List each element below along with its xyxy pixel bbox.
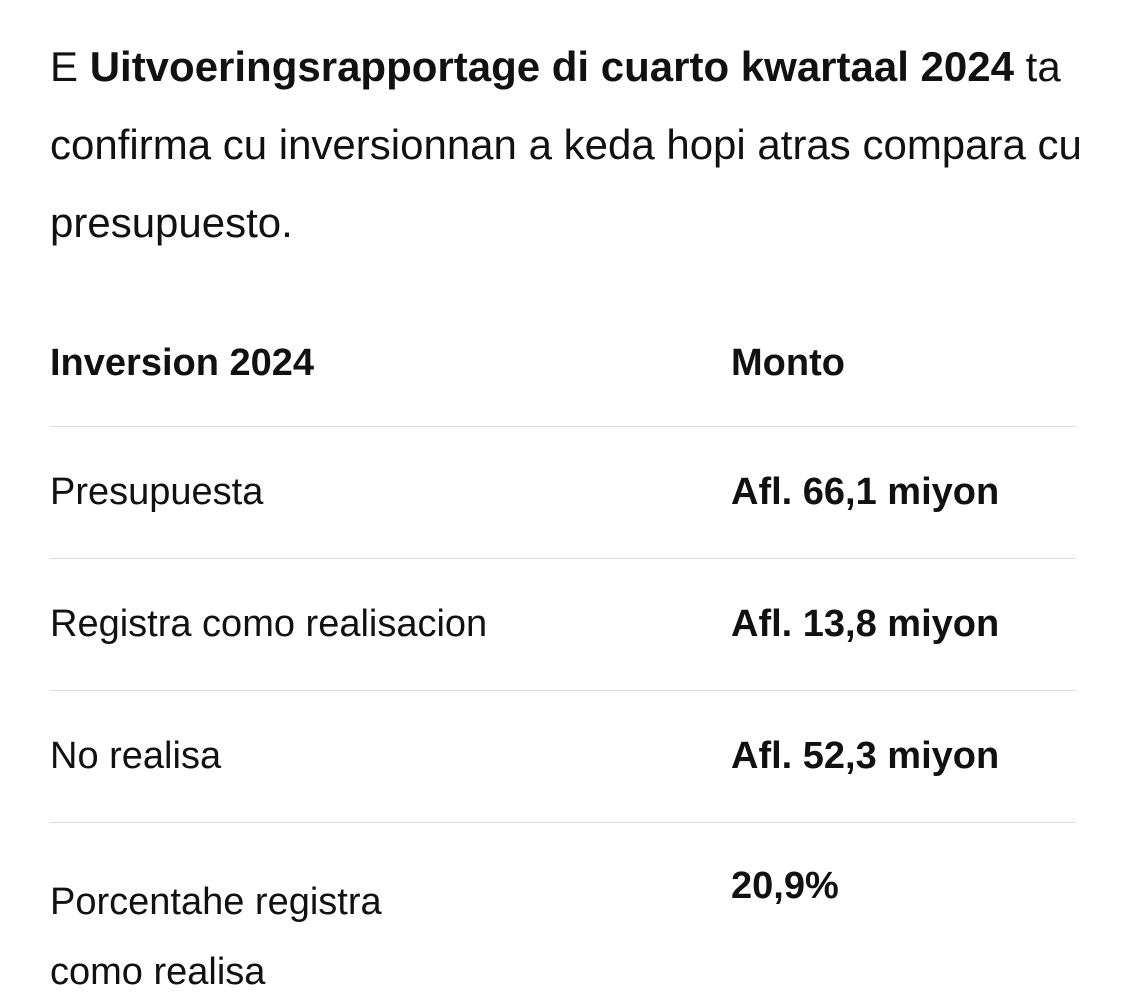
value-cell: Afl. 52,3 miyon [731, 691, 1076, 823]
value-cell: Afl. 66,1 miyon [731, 427, 1076, 559]
header-row: Inversion 2024 Monto [50, 300, 1076, 427]
row: No realisa Afl. 52,3 miyon [50, 691, 1076, 823]
header-cell: Inversion 2024 [50, 300, 731, 427]
label-cell: Registra como realisacion [50, 559, 731, 691]
summary-paragraph: E Uitvoeringsrapportage di cuarto kwarta… [50, 28, 1090, 262]
label-text: Porcentahe registra como realisa [50, 867, 470, 1007]
row: Presupuesta Afl. 66,1 miyon [50, 427, 1076, 559]
label-cell: Porcentahe registra como realisa [50, 823, 731, 1007]
label-cell: No realisa [50, 691, 731, 823]
row: Registra como realisacion Afl. 13,8 miyo… [50, 559, 1076, 691]
label-cell: Presupuesta [50, 427, 731, 559]
value-cell: 20,9% [731, 823, 1076, 1007]
header-cell: Monto [731, 300, 1076, 427]
text: E [50, 43, 78, 90]
row: Porcentahe registra como realisa 20,9% [50, 823, 1076, 1007]
bold-text: Uitvoeringsrapportage di cuarto kwartaal… [90, 43, 1014, 90]
value-cell: Afl. 13,8 miyon [731, 559, 1076, 691]
investment-table: Inversion 2024 Monto Presupuesta Afl. 66… [50, 300, 1076, 1007]
